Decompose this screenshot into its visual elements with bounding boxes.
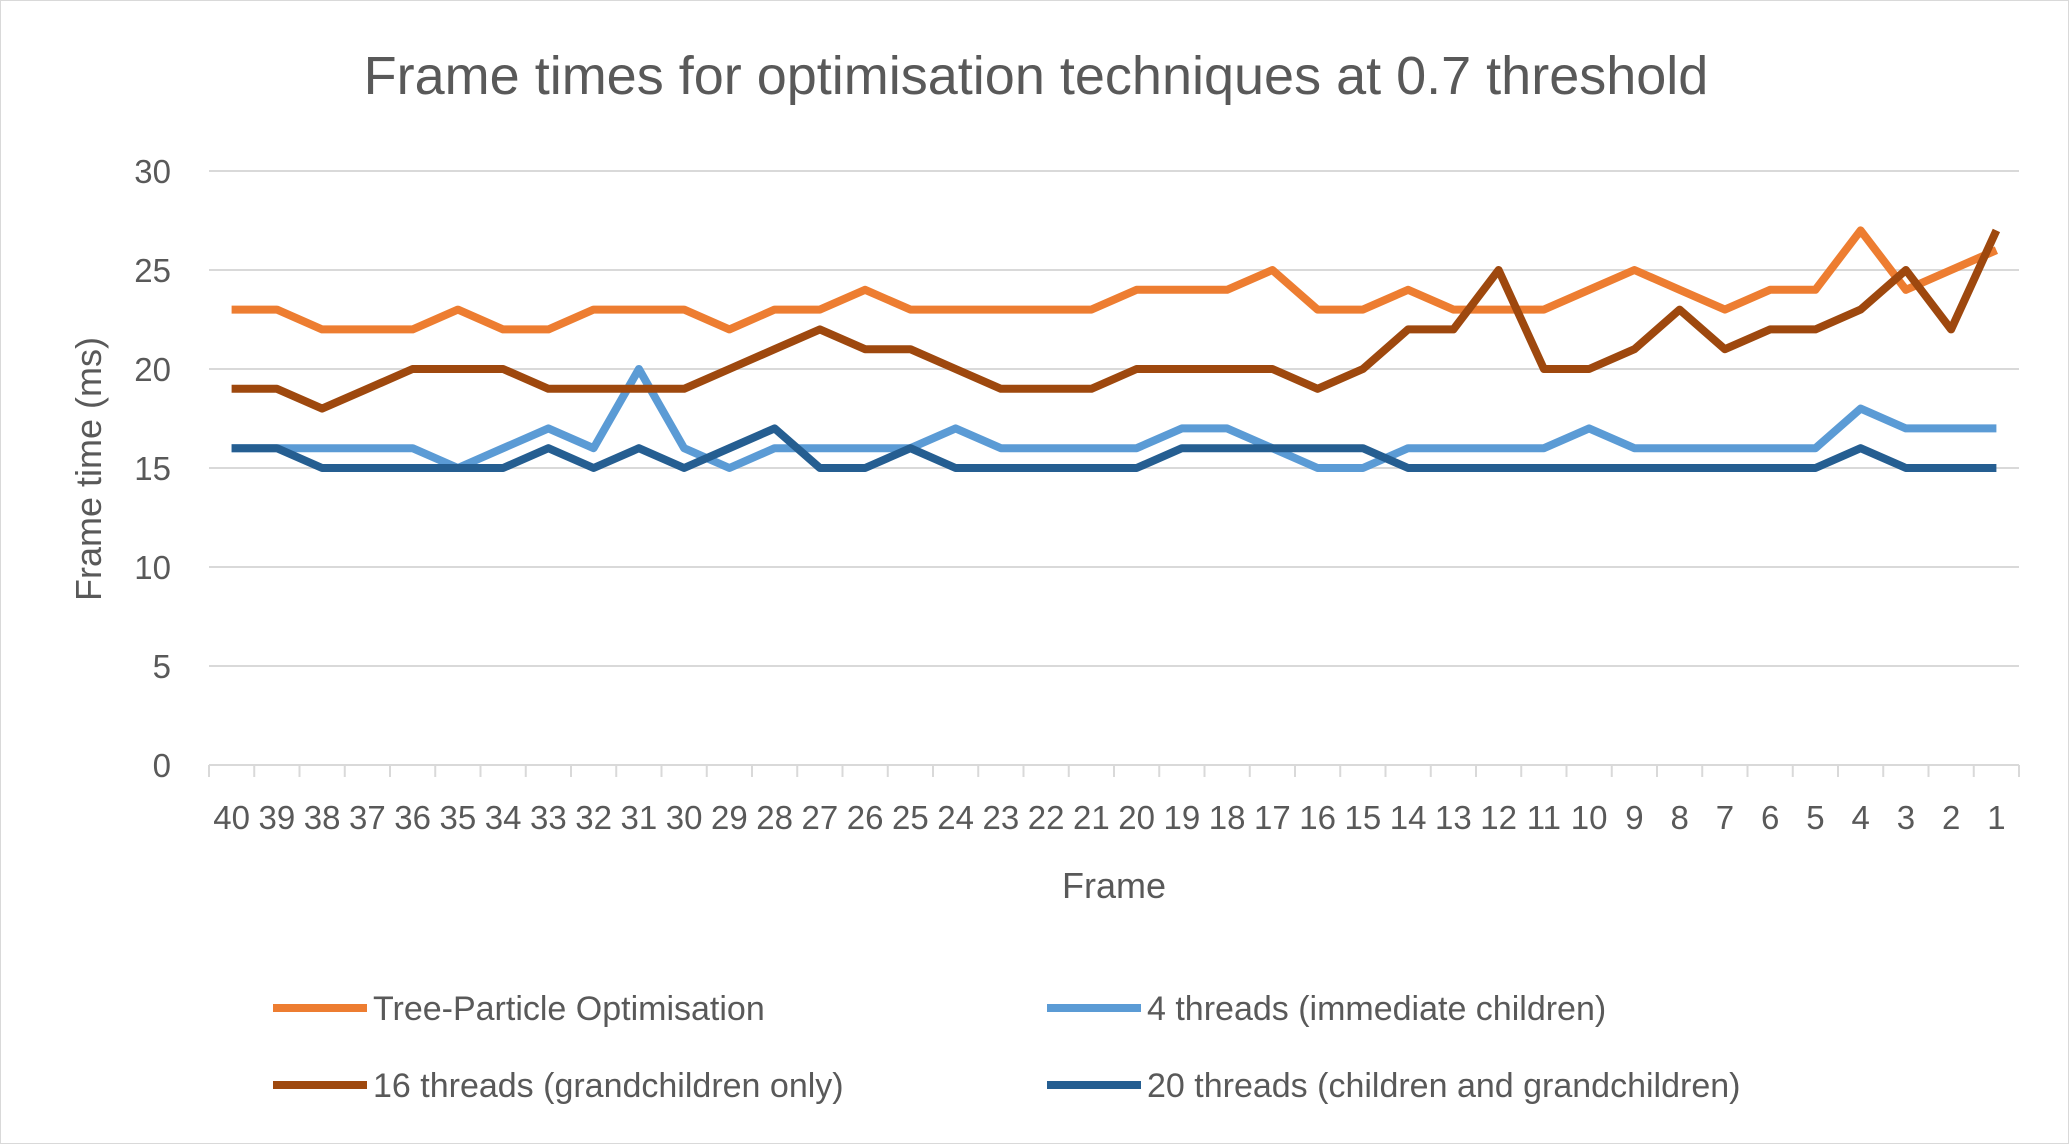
x-tick-label: 30 [666,799,703,836]
x-tick-label: 6 [1761,799,1779,836]
x-tick-label: 34 [485,799,522,836]
y-tick-label: 0 [153,747,171,784]
x-axis-title: Frame [1062,865,1166,906]
x-tick-label: 39 [259,799,296,836]
x-tick-label: 3 [1897,799,1915,836]
x-tick-label: 8 [1670,799,1688,836]
x-tick-label: 9 [1625,799,1643,836]
x-tick-label: 22 [1028,799,1065,836]
x-tick-label: 26 [847,799,884,836]
series-line-4 [231,424,1997,472]
y-tick-label: 5 [153,648,171,685]
x-tick-label: 29 [711,799,748,836]
legend-label: 20 threads (children and grandchildren) [1147,1067,1740,1105]
y-axis-ticks: 0 5 10 15 20 25 30 [134,153,171,784]
x-tick-label: 36 [394,799,431,836]
x-tick-label: 33 [530,799,567,836]
gridlines [209,170,2019,667]
legend-label: 16 threads (grandchildren only) [373,1067,844,1105]
x-tick-label: 17 [1254,799,1291,836]
x-tick-label: 7 [1716,799,1734,836]
x-tick-label: 20 [1118,799,1155,836]
x-tick-label: 24 [937,799,974,836]
x-axis [208,764,2020,777]
y-tick-label: 15 [134,450,171,487]
x-tick-label: 40 [213,799,250,836]
series-lines [231,226,2001,472]
x-tick-label: 27 [802,799,839,836]
legend: Tree-Particle Optimisation 4 threads (imm… [273,990,1740,1105]
x-tick-label: 37 [349,799,386,836]
x-tick-label: 5 [1806,799,1824,836]
x-tick-label: 23 [983,799,1020,836]
legend-label: Tree-Particle Optimisation [373,990,765,1028]
x-tick-label: 4 [1851,799,1869,836]
x-axis-ticks: 40 39 38 37 36 35 34 33 32 31 30 29 28 27 26 25 24 23 22 21… [213,799,2005,836]
y-tick-label: 20 [134,351,171,388]
x-tick-label: 21 [1073,799,1110,836]
x-tick-label: 19 [1164,799,1201,836]
x-tick-label: 38 [304,799,341,836]
x-tick-label: 16 [1299,799,1336,836]
x-tick-label: 2 [1942,799,1960,836]
x-tick-label: 35 [440,799,477,836]
y-axis-title: Frame time (ms) [68,337,109,601]
x-tick-label: 1 [1987,799,2005,836]
y-tick-label: 30 [134,153,171,190]
x-tick-label: 14 [1390,799,1427,836]
x-tick-label: 25 [892,799,929,836]
y-tick-label: 10 [134,549,171,586]
x-tick-label: 15 [1345,799,1382,836]
series-line-1 [231,226,1999,334]
x-tick-label: 28 [756,799,793,836]
x-tick-label: 13 [1435,799,1472,836]
x-tick-label: 18 [1209,799,1246,836]
x-tick-label: 32 [575,799,612,836]
x-tick-label: 11 [1527,799,1561,836]
legend-label: 4 threads (immediate children) [1147,990,1606,1028]
x-tick-label: 31 [621,799,658,836]
x-tick-label: 10 [1571,799,1608,836]
x-tick-label: 12 [1480,799,1517,836]
chart-title: Frame times for optimisation techniques … [364,46,1709,106]
series-line-3 [231,228,2001,413]
y-tick-label: 25 [134,252,171,289]
series-line-2 [231,365,1997,472]
